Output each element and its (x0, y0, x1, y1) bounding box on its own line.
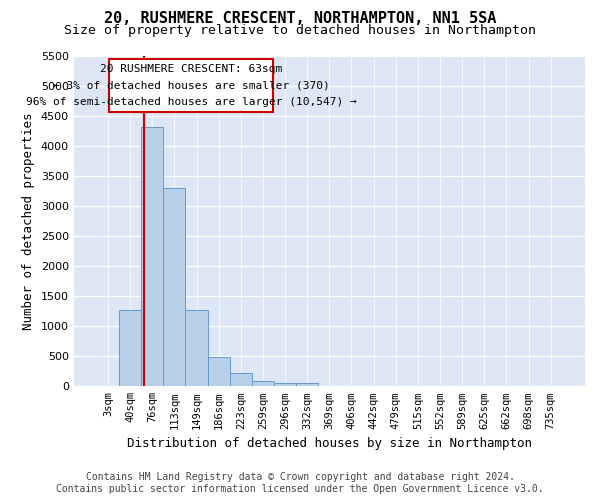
Bar (141, 126, 163, 386)
Bar (296, 383, 318, 386)
Text: Contains HM Land Registry data © Crown copyright and database right 2024.
Contai: Contains HM Land Registry data © Crown c… (56, 472, 544, 494)
Bar (252, 381, 274, 386)
X-axis label: Distribution of detached houses by size in Northampton: Distribution of detached houses by size … (127, 437, 532, 450)
Bar (208, 357, 230, 386)
Text: 20 RUSHMERE CRESCENT: 63sqm
← 3% of detached houses are smaller (370)
96% of sem: 20 RUSHMERE CRESCENT: 63sqm ← 3% of deta… (26, 64, 356, 108)
Bar (185, 310, 208, 386)
Text: 20, RUSHMERE CRESCENT, NORTHAMPTON, NN1 5SA: 20, RUSHMERE CRESCENT, NORTHAMPTON, NN1 … (104, 11, 496, 26)
Bar (230, 374, 252, 386)
Bar (163, 188, 185, 386)
Y-axis label: Number of detached properties: Number of detached properties (22, 112, 35, 330)
Text: Size of property relative to detached houses in Northampton: Size of property relative to detached ho… (64, 24, 536, 37)
FancyBboxPatch shape (109, 60, 273, 112)
Bar (119, 310, 141, 386)
Bar (274, 382, 296, 386)
